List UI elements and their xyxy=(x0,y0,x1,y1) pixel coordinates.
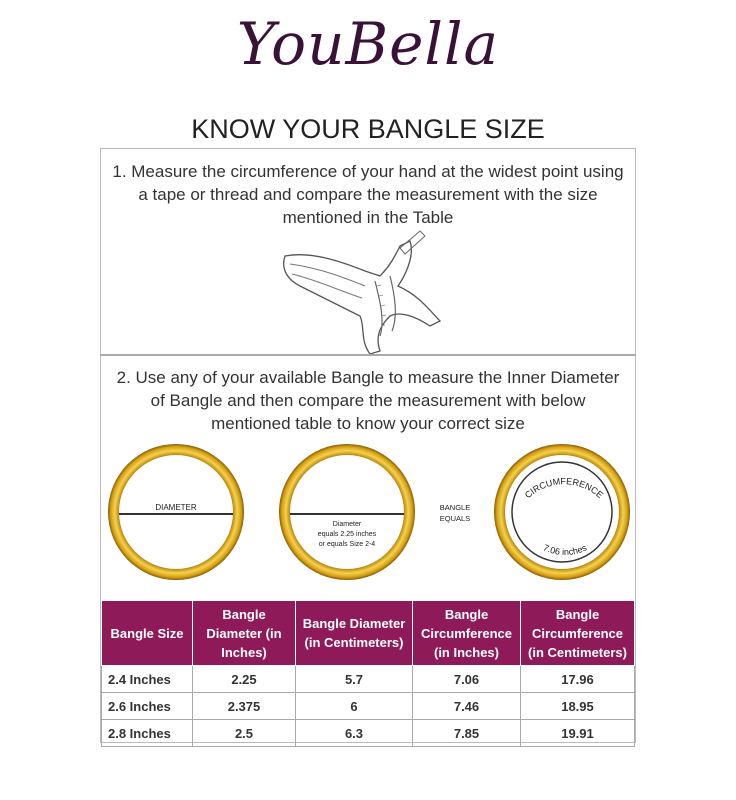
bangle-circumference-ring: CIRCUMFERENCE 7.06 inches xyxy=(494,444,630,580)
cell: 6.3 xyxy=(295,719,413,747)
step-1-text: 1. Measure the circumference of your han… xyxy=(112,162,624,227)
header-diameter-cm: Bangle Diameter (in Centimeters) xyxy=(295,600,413,666)
cell: 18.95 xyxy=(520,692,635,720)
cell: 7.85 xyxy=(412,719,521,747)
header-circumference-in: Bangle Circumference (in Inches) xyxy=(412,600,521,666)
diameter-note-2: equals 2.25 inches xyxy=(318,531,377,538)
bangle-equals-1: BANGLE xyxy=(440,503,470,512)
bangle-diagrams: DIAMETER Diameter equals 2.25 inches or … xyxy=(108,444,630,580)
section-divider xyxy=(100,354,636,356)
cell: 5.7 xyxy=(295,665,413,693)
header-diameter-in: Bangle Diameter (in Inches) xyxy=(192,600,296,666)
bangle-diameter-ring: DIAMETER xyxy=(108,444,244,580)
diameter-note-1: Diameter xyxy=(333,521,362,528)
cell: 7.46 xyxy=(412,692,521,720)
circumference-value: 7.06 inches xyxy=(542,542,589,557)
table-header-row: Bangle Size Bangle Diameter (in Inches) … xyxy=(101,600,635,666)
cell: 2.5 xyxy=(192,719,296,747)
bangle-equals-2: EQUALS xyxy=(440,514,470,523)
cell: 7.06 xyxy=(412,665,521,693)
hand-measuring-tape-icon xyxy=(283,230,442,355)
diameter-label: DIAMETER xyxy=(155,503,197,512)
cell: 2.25 xyxy=(192,665,296,693)
brand-logo: YouBella xyxy=(236,10,500,78)
bangle-size-table: Bangle Size Bangle Diameter (in Inches) … xyxy=(101,600,635,747)
table-row: 2.4 Inches 2.25 5.7 7.06 17.96 xyxy=(101,665,635,693)
cell: 6 xyxy=(295,692,413,720)
cell: 2.6 Inches xyxy=(101,692,193,720)
table-row: 2.6 Inches 2.375 6 7.46 18.95 xyxy=(101,692,635,720)
cell: 2.4 Inches xyxy=(101,665,193,693)
cell: 2.375 xyxy=(192,692,296,720)
cell: 19.91 xyxy=(520,719,635,747)
table-row: 2.8 Inches 2.5 6.3 7.85 19.91 xyxy=(101,719,635,747)
cell: 2.8 Inches xyxy=(101,719,193,747)
page-title: KNOW YOUR BANGLE SIZE xyxy=(191,114,545,144)
header-bangle-size: Bangle Size xyxy=(101,600,193,666)
step-2-text: 2. Use any of your available Bangle to m… xyxy=(116,368,620,433)
header-circumference-cm: Bangle Circumference (in Centimeters) xyxy=(520,600,635,666)
cell: 17.96 xyxy=(520,665,635,693)
diameter-note-3: or equals Size 2-4 xyxy=(319,541,376,548)
bangle-measurement-ring: Diameter equals 2.25 inches or equals Si… xyxy=(279,444,415,580)
